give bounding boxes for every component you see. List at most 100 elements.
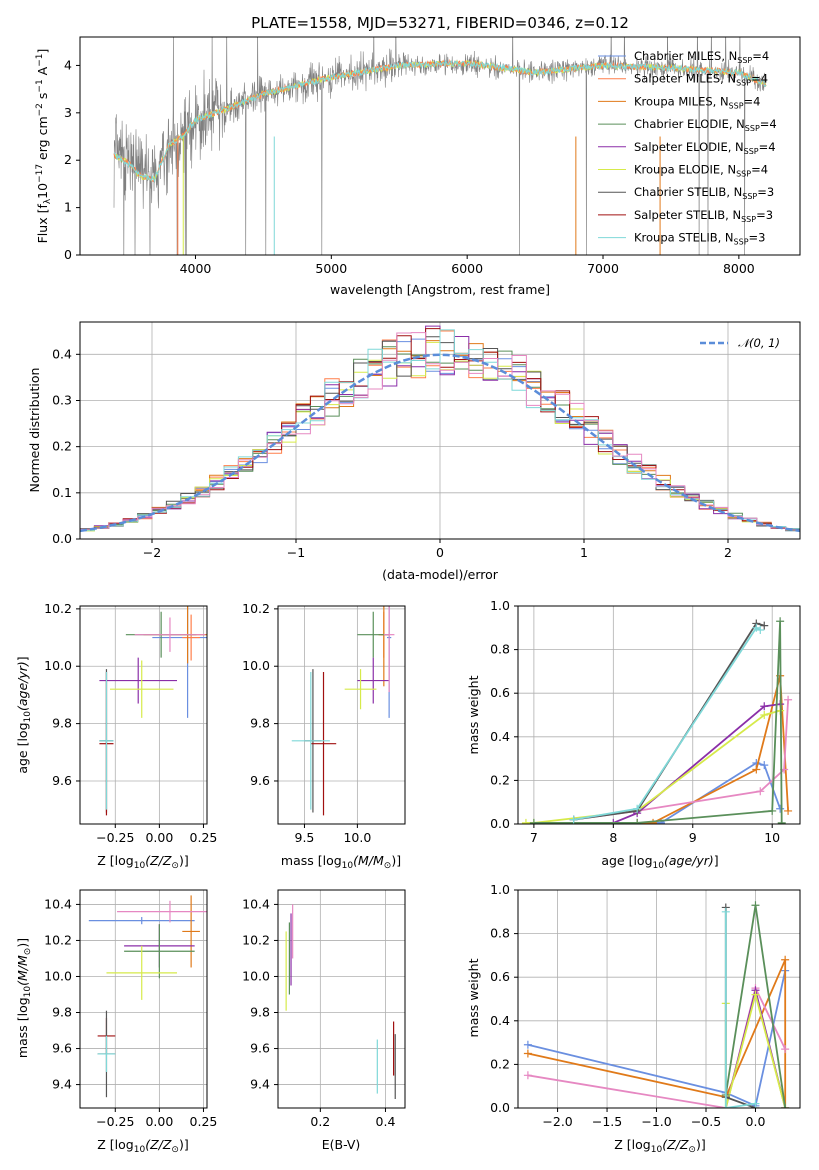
spectrum-xtick-label: 5000	[315, 261, 347, 276]
legend-text: Chabrier STELIB, N	[634, 185, 742, 199]
ytick-label: 9.8	[52, 1005, 72, 1020]
mass-vs-ebv-panel: 0.2 0.4 9.4 9.6 9.8 10.0 10.2 10.4	[242, 889, 406, 1129]
spectrum-ylabel: Flux [fλ10−17 erg cm−2 s−1 A−1]	[35, 49, 53, 244]
mass-vs-metallicity-panel: −0.25 0.00 0.25 9.4 9.6 9.8 10.0 10.2 10.4	[44, 889, 217, 1129]
mass-z-ylabel: mass [log10(M/M⊙)]	[15, 938, 33, 1058]
legend-tail: =4	[759, 140, 776, 154]
mass-ebv-xlabel: E(B-V)	[322, 1137, 361, 1152]
ytick-label: 0.8	[490, 926, 510, 941]
series-marker-kroupa_miles	[649, 818, 658, 824]
xtick-label: −1.5	[592, 1114, 622, 1129]
series-marker-chabrier_miles	[776, 804, 785, 813]
residual-xtick-label: 2	[724, 545, 732, 560]
series-marker-chabrier_elodie	[768, 806, 777, 815]
residual-xtick-label: 0	[436, 545, 444, 560]
ytick-label: 0.6	[490, 685, 510, 700]
ytick-label: 0.0	[490, 1100, 510, 1115]
panel-marks	[285, 904, 396, 1099]
legend-tail: =3	[756, 208, 773, 222]
panel-frame	[79, 605, 208, 825]
series-marker-kroupa_miles	[523, 1049, 532, 1058]
ytick-label: 1.0	[490, 882, 510, 897]
age-vs-mass-panel: 9.5 10.0 9.6 9.8 10.0 10.2	[242, 601, 406, 845]
ytick-label: 9.6	[250, 773, 270, 788]
ytick-label: 1.0	[490, 598, 510, 613]
series-marker-kroupa_miles	[752, 765, 761, 774]
residual-ytick-label: 0.4	[52, 346, 72, 361]
series-line-kroupa_stelib	[724, 911, 756, 1108]
legend-entry: Chabrier STELIB, NSSP=3	[634, 185, 774, 201]
series-marker-chabrier_elodie	[777, 818, 786, 824]
massweight-vs-age-panel: 7 8 9 10 0.0 0.2 0.4 0.6 0.8 1.0	[490, 598, 801, 845]
model-spectrum-kroupa_stelib	[113, 59, 767, 183]
mw-age-ylabel: mass weight	[466, 675, 481, 754]
series-marker-kroupa_stelib	[633, 804, 642, 813]
series-line-kroupa_stelib	[573, 626, 761, 821]
ytick-label: 9.6	[52, 1041, 72, 1056]
series-marker-kroupa_elodie	[760, 711, 769, 719]
series-marker-chabrier_miles	[523, 1040, 532, 1049]
spectrum-panel: 4000 5000 6000 7000 8000 0 1 2 3 4 wavelength [An…	[35, 36, 801, 297]
spectrum-ytick-label: 1	[64, 200, 72, 215]
series-marker-kroupa_stelib	[751, 1099, 760, 1108]
series-marker-chabrier_miles	[760, 761, 769, 770]
residual-ytick-label: 0.1	[52, 485, 72, 500]
residual-panel: −2 −1 0 1 2 0.0 0.1 0.2 0.3 0.4 (data-model)/erro…	[27, 321, 801, 582]
legend-text: Salpeter ELODIE, N	[634, 140, 744, 154]
ytick-label: 10.0	[242, 658, 270, 673]
legend-tail: =3	[749, 231, 766, 245]
normal-curve	[80, 353, 800, 533]
ytick-label: 10.4	[44, 896, 72, 911]
legend-entry: Kroupa MILES, NSSP=4	[634, 94, 760, 110]
legend-entry: Salpeter MILES, NSSP=4	[634, 72, 768, 88]
residual-ylabel: Normed distribution	[27, 368, 42, 493]
ytick-label: 10.2	[44, 601, 72, 616]
series-marker-chabrier_elodie	[529, 818, 538, 824]
series-marker-kroupa_miles	[781, 955, 790, 964]
residual-ytick-label: 0.3	[52, 392, 72, 407]
legend-sub: SSP	[736, 170, 751, 179]
series-marker-kroupa_elodie	[751, 990, 760, 999]
xtick-label: 0.2	[310, 1114, 330, 1129]
series-marker-chabrier_stelib	[760, 621, 769, 630]
legend-text: Kroupa ELODIE, N	[634, 163, 736, 177]
series-marker-kroupa_stelib	[569, 815, 578, 824]
legend-text: Chabrier ELODIE, N	[634, 117, 745, 131]
ytick-label: 10.0	[242, 968, 270, 983]
spectrum-ytick-label: 3	[64, 105, 72, 120]
series-marker-kroupa_stelib	[721, 907, 730, 916]
ytick-label: 0.6	[490, 969, 510, 984]
ytick-label: 0.2	[490, 1056, 510, 1071]
panel-marks	[523, 901, 790, 1108]
series-marker-kroupa_miles	[784, 806, 793, 815]
spectrum-axis-ticks: 4000 5000 6000 7000 8000 0 1 2 3 4	[64, 57, 755, 276]
residual-xtick-label: −1	[287, 545, 305, 560]
residual-xlabel: (data-model)/error	[382, 567, 499, 582]
ytick-label: 10.0	[44, 968, 72, 983]
legend-tail: =4	[751, 163, 768, 177]
legend-sub: SSP	[741, 215, 756, 224]
xtick-label: 0.25	[190, 830, 218, 845]
panel-frame	[517, 605, 801, 825]
spectrum-xlabel: wavelength [Angstrom, rest frame]	[330, 282, 550, 297]
ytick-label: 10.4	[242, 896, 270, 911]
age-z-xlabel: Z [log10(Z/Z⊙)]	[97, 853, 188, 871]
ytick-label: 0.2	[490, 772, 510, 787]
panel-frame	[277, 605, 406, 825]
xtick-label: 9	[689, 830, 697, 845]
legend-text: Kroupa STELIB, N	[634, 231, 734, 245]
series-marker-kroupa_stelib	[721, 1104, 730, 1108]
legend-text: Chabrier MILES, N	[634, 49, 737, 63]
mw-z-ylabel: mass weight	[466, 958, 481, 1037]
panel-marks	[88, 895, 207, 1098]
xtick-label: 8	[609, 830, 617, 845]
panel-marks	[291, 606, 395, 816]
ytick-label: 9.4	[52, 1077, 72, 1092]
spectrum-xtick-label: 7000	[587, 261, 619, 276]
spectrum-ytick-label: 2	[64, 152, 72, 167]
age-vs-metallicity-panel: −0.25 0.00 0.25 9.6 9.8 10.0 10.2	[44, 601, 218, 845]
ytick-label: 9.8	[52, 716, 72, 731]
legend-text: Salpeter STELIB, N	[634, 208, 741, 222]
legend-entry: Salpeter STELIB, NSSP=3	[634, 208, 773, 224]
